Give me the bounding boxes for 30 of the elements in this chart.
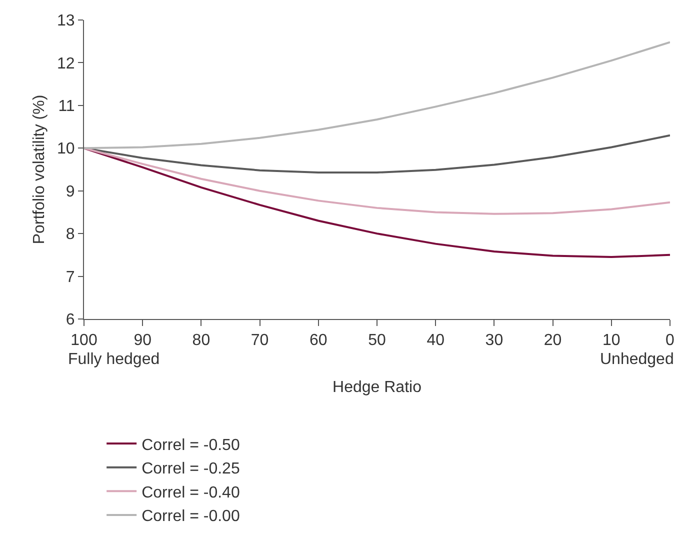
x-tick-label: 50 [368, 332, 386, 350]
x-tick-label: 60 [310, 332, 328, 350]
y-tick-label: 8 [66, 226, 75, 244]
y-tick-label: 6 [66, 312, 75, 329]
y-tick-label: 10 [57, 140, 75, 158]
y-tick-label: 13 [57, 12, 75, 30]
x-tick-label: 90 [134, 332, 152, 350]
y-tick-label: 9 [66, 183, 75, 200]
y-tick-label: 11 [58, 98, 75, 116]
x-tick-label: 10 [602, 332, 620, 350]
line-series [84, 147, 670, 258]
x-tick-label: 70 [250, 332, 269, 350]
y-axis-title: Portfolio volatility (%) [30, 94, 48, 244]
legend-label: Correl = -0.50 [142, 436, 240, 454]
y-tick-label: 7 [66, 268, 75, 286]
x-tick-label: 0 [666, 332, 675, 350]
x-axis-title: Hedge Ratio [332, 378, 422, 396]
legend-label: Correl = -0.25 [142, 460, 240, 478]
x-tick-label: 20 [544, 332, 562, 350]
text: Fully hedged [68, 351, 160, 368]
x-tick-label: 80 [192, 332, 210, 350]
x-tick-label: 30 [485, 332, 504, 350]
y-tick-label: 12 [57, 55, 75, 72]
x-tick-label: 100 [70, 332, 98, 350]
text: Unhedged [600, 351, 674, 368]
line-series [84, 41, 670, 150]
legend-label: Correl = -0.00 [142, 508, 240, 526]
legend-label: Correl = -0.40 [142, 484, 240, 502]
x-tick-label: 40 [426, 332, 445, 350]
line-series [84, 147, 670, 215]
